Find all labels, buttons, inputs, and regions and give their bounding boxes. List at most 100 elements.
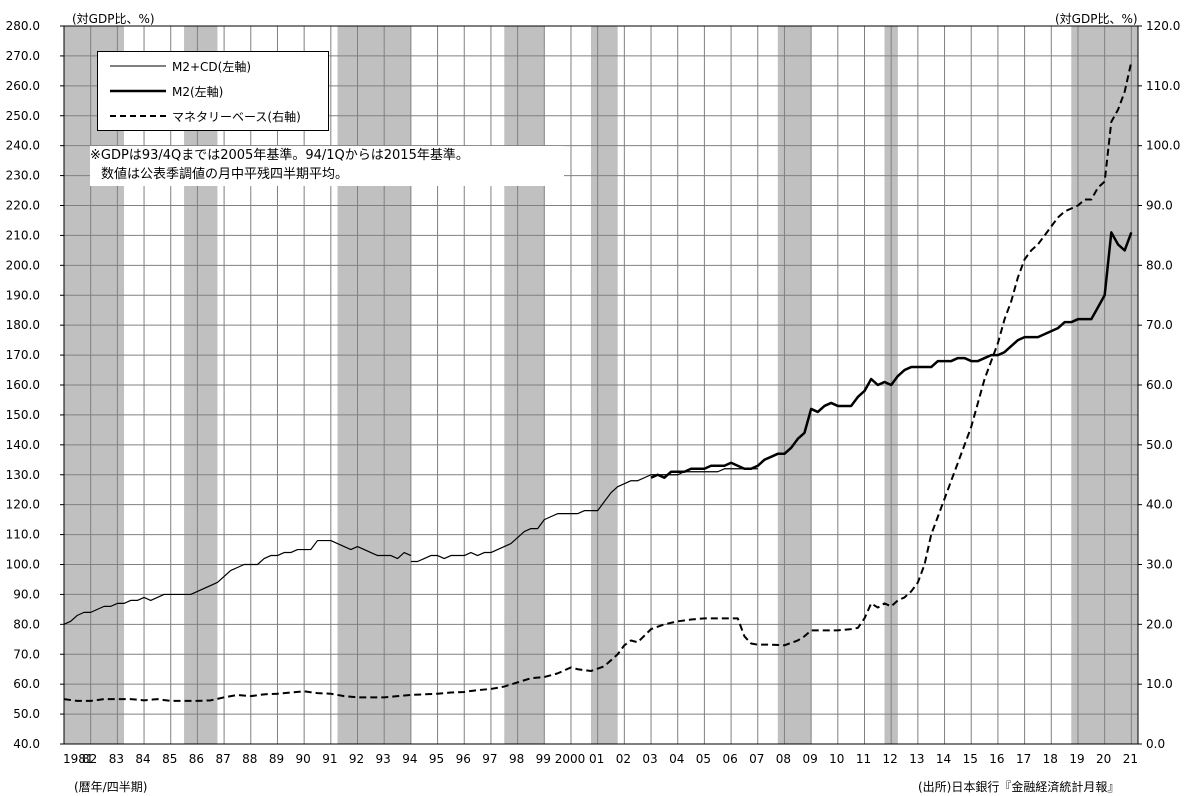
x-tick-label: 05 — [696, 752, 711, 766]
x-tick-label: 15 — [963, 752, 978, 766]
x-tick-label: 92 — [349, 752, 364, 766]
left-tick-label: 180.0 — [6, 318, 40, 332]
x-tick-label: 98 — [509, 752, 524, 766]
x-tick-label: 93 — [376, 752, 391, 766]
right-tick-label: 100.0 — [1146, 139, 1180, 153]
x-tick-label: 09 — [802, 752, 817, 766]
x-tick-label: 90 — [296, 752, 311, 766]
x-tick-label: 08 — [776, 752, 791, 766]
x-tick-label: 14 — [936, 752, 951, 766]
left-tick-label: 220.0 — [6, 199, 40, 213]
x-tick-label: 91 — [322, 752, 337, 766]
x-tick-label: 94 — [402, 752, 417, 766]
x-tick-label: 83 — [109, 752, 124, 766]
left-tick-label: 130.0 — [6, 468, 40, 482]
x-tick-label: 88 — [242, 752, 257, 766]
x-tick-label: 13 — [909, 752, 924, 766]
left-tick-label: 240.0 — [6, 139, 40, 153]
x-tick-label: 17 — [1016, 752, 1031, 766]
legend-swatch-thin — [110, 65, 166, 67]
x-tick-label: 97 — [482, 752, 497, 766]
left-tick-label: 60.0 — [13, 677, 40, 691]
left-tick-label: 260.0 — [6, 79, 40, 93]
right-tick-label: 120.0 — [1146, 19, 1180, 33]
x-axis-label: (暦年/四半期) — [74, 780, 148, 794]
x-tick-label: 89 — [269, 752, 284, 766]
right-tick-label: 60.0 — [1146, 378, 1173, 392]
left-tick-label: 200.0 — [6, 258, 40, 272]
note-line-1: ※GDPは93/4Qまでは2005年基準。94/1Qからは2015年基準。 — [90, 148, 469, 163]
x-tick-label: 96 — [456, 752, 471, 766]
x-tick-label: 85 — [162, 752, 177, 766]
x-tick-label: 07 — [749, 752, 764, 766]
legend-swatch-dashed — [110, 115, 166, 117]
note-box: ※GDPは93/4Qまでは2005年基準。94/1Qからは2015年基準。 数値… — [90, 146, 564, 186]
left-tick-label: 250.0 — [6, 109, 40, 123]
series — [63, 61, 1133, 702]
right-tick-label: 70.0 — [1146, 318, 1173, 332]
right-tick-label: 110.0 — [1146, 79, 1180, 93]
left-tick-label: 170.0 — [6, 348, 40, 362]
legend-item-m2: M2(左軸) — [108, 83, 223, 99]
legend-label-m2cd: M2+CD(左軸) — [172, 59, 252, 74]
x-tick-label: 20 — [1096, 752, 1111, 766]
right-tick-label: 80.0 — [1146, 258, 1173, 272]
series-line-2-segment-0 — [63, 61, 1133, 702]
right-tick-label: 10.0 — [1146, 677, 1173, 691]
left-tick-label: 120.0 — [6, 498, 40, 512]
right-tick-label: 50.0 — [1146, 438, 1173, 452]
x-tick-label: 1981 — [63, 752, 94, 766]
x-tick-label: 18 — [1043, 752, 1058, 766]
legend-label-m2: M2(左軸) — [172, 84, 224, 99]
right-tick-label: 30.0 — [1146, 558, 1173, 572]
x-tick-label: 10 — [829, 752, 844, 766]
x-tick-label: 16 — [989, 752, 1004, 766]
x-tick-label: 21 — [1123, 752, 1138, 766]
series-line-1-segment-0 — [650, 231, 1133, 479]
left-tick-label: 50.0 — [13, 707, 40, 721]
left-tick-label: 230.0 — [6, 169, 40, 183]
legend-swatch-thick — [110, 89, 166, 93]
left-tick-label: 270.0 — [6, 49, 40, 63]
x-tick-label: 11 — [856, 752, 871, 766]
x-tick-label: 01 — [589, 752, 604, 766]
series-line-0-segment-1 — [410, 468, 758, 563]
grid — [64, 26, 1138, 744]
left-tick-label: 210.0 — [6, 228, 40, 242]
left-tick-label: 150.0 — [6, 408, 40, 422]
x-tick-label: 03 — [642, 752, 657, 766]
right-tick-label: 0.0 — [1146, 737, 1165, 751]
left-tick-label: 100.0 — [6, 558, 40, 572]
legend-item-monetary-base: マネタリーベース(右軸) — [108, 108, 301, 124]
left-tick-label: 140.0 — [6, 438, 40, 452]
x-tick-label: 95 — [429, 752, 444, 766]
x-tick-label: 19 — [1069, 752, 1084, 766]
left-tick-label: 190.0 — [6, 288, 40, 302]
right-tick-label: 20.0 — [1146, 617, 1173, 631]
left-tick-label: 80.0 — [13, 617, 40, 631]
x-tick-label: 2000 — [555, 752, 586, 766]
legend-label-monetary-base: マネタリーベース(右軸) — [172, 109, 301, 124]
legend-item-m2cd: M2+CD(左軸) — [108, 58, 251, 74]
right-tick-label: 40.0 — [1146, 498, 1173, 512]
source-label: (出所)日本銀行『金融経済統計月報』 — [918, 780, 1120, 794]
x-tick-label: 87 — [215, 752, 230, 766]
left-tick-label: 90.0 — [13, 587, 40, 601]
x-tick-label: 04 — [669, 752, 684, 766]
x-tick-label: 06 — [722, 752, 737, 766]
x-tick-label: 12 — [883, 752, 898, 766]
left-tick-label: 40.0 — [13, 737, 40, 751]
left-tick-label: 280.0 — [6, 19, 40, 33]
x-tick-label: 99 — [536, 752, 551, 766]
right-tick-label: 90.0 — [1146, 199, 1173, 213]
left-tick-label: 70.0 — [13, 647, 40, 661]
left-tick-label: 110.0 — [6, 528, 40, 542]
x-tick-label: 02 — [616, 752, 631, 766]
x-tick-label: 82 — [82, 752, 97, 766]
right-axis-unit: (対GDP比、%) — [1055, 12, 1138, 26]
x-tick-label: 84 — [135, 752, 150, 766]
note-line-2: 数値は公表季調値の月中平残四半期平均。 — [101, 167, 349, 182]
tick-labels: 40.050.060.070.080.090.0100.0110.0120.01… — [6, 19, 1181, 766]
x-tick-label: 86 — [189, 752, 204, 766]
